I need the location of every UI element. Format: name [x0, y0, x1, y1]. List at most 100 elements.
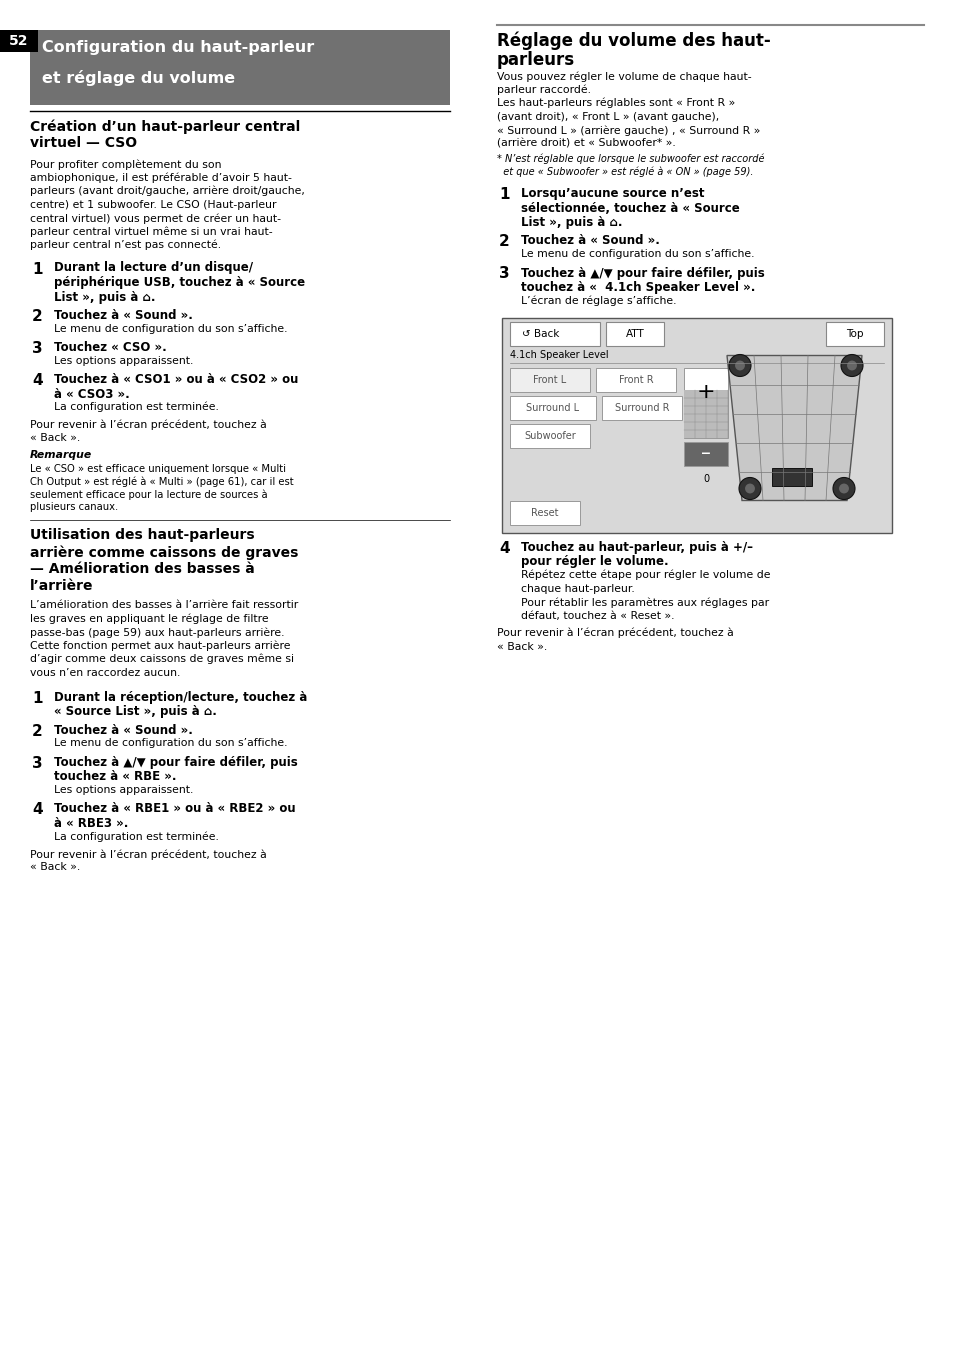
Text: 4.1ch Speaker Level: 4.1ch Speaker Level [510, 350, 608, 360]
Text: (avant droit), « Front L » (avant gauche),: (avant droit), « Front L » (avant gauche… [497, 111, 719, 122]
Text: Lorsqu’aucune source n’est: Lorsqu’aucune source n’est [520, 187, 703, 200]
Bar [501, 318, 891, 533]
Text: — Amélioration des basses à: — Amélioration des basses à [30, 562, 254, 576]
Text: 1: 1 [498, 187, 509, 201]
Text: ambiophonique, il est préférable d’avoir 5 haut-: ambiophonique, il est préférable d’avoir… [30, 173, 292, 183]
Text: parleur central virtuel même si un vrai haut-: parleur central virtuel même si un vrai … [30, 227, 273, 237]
Polygon shape [726, 356, 862, 500]
Bar [510, 368, 589, 392]
Text: +: + [696, 383, 715, 403]
Bar [510, 425, 589, 448]
Circle shape [739, 477, 760, 499]
Text: Surround R: Surround R [614, 403, 669, 412]
Circle shape [841, 354, 862, 376]
Text: à « RBE3 ».: à « RBE3 ». [54, 817, 129, 830]
Text: Ch Output » est réglé à « Multi » (page 61), car il est: Ch Output » est réglé à « Multi » (page … [30, 476, 294, 487]
Text: Remarque: Remarque [30, 450, 92, 461]
Bar [601, 396, 681, 420]
Text: L’écran de réglage s’affiche.: L’écran de réglage s’affiche. [520, 296, 676, 306]
Text: Touchez à ▲/▼ pour faire défiler, puis: Touchez à ▲/▼ pour faire défiler, puis [520, 266, 764, 280]
Text: chaque haut-parleur.: chaque haut-parleur. [520, 584, 634, 594]
Text: « Source List », puis à ⌂.: « Source List », puis à ⌂. [54, 706, 216, 718]
Circle shape [734, 361, 744, 370]
Bar [683, 389, 727, 438]
Text: Le menu de configuration du son s’affiche.: Le menu de configuration du son s’affich… [520, 249, 754, 260]
Text: 4: 4 [498, 541, 509, 556]
Text: et réglage du volume: et réglage du volume [42, 70, 234, 87]
Bar [596, 368, 676, 392]
Text: 0: 0 [702, 475, 708, 484]
Text: Cette fonction permet aux haut-parleurs arrière: Cette fonction permet aux haut-parleurs … [30, 641, 291, 652]
Text: Surround L: Surround L [526, 403, 579, 412]
Text: Pour revenir à l’écran précédent, touchez à: Pour revenir à l’écran précédent, touche… [497, 627, 733, 638]
Text: « Back ».: « Back ». [30, 433, 80, 443]
Text: seulement efficace pour la lecture de sources à: seulement efficace pour la lecture de so… [30, 489, 268, 499]
Text: Les options apparaissent.: Les options apparaissent. [54, 786, 193, 795]
Bar [0, 30, 38, 51]
Bar [605, 322, 663, 346]
Text: Reset: Reset [531, 508, 558, 518]
Text: Touchez à ▲/▼ pour faire défiler, puis: Touchez à ▲/▼ pour faire défiler, puis [54, 756, 297, 769]
Text: pour régler le volume.: pour régler le volume. [520, 556, 668, 568]
Text: –: – [700, 445, 710, 464]
Text: Durant la réception/lecture, touchez à: Durant la réception/lecture, touchez à [54, 691, 307, 704]
Text: Touchez au haut-parleur, puis à +/–: Touchez au haut-parleur, puis à +/– [520, 541, 752, 554]
Text: « Back ».: « Back ». [30, 863, 80, 872]
Bar [771, 468, 811, 485]
Text: Touchez à « Sound ».: Touchez à « Sound ». [520, 234, 659, 247]
Text: et que « Subwoofer » est réglé à « ON » (page 59).: et que « Subwoofer » est réglé à « ON » … [497, 166, 753, 177]
Bar [510, 502, 579, 525]
Text: Vous pouvez régler le volume de chaque haut-: Vous pouvez régler le volume de chaque h… [497, 72, 751, 81]
Text: périphérique USB, touchez à « Source: périphérique USB, touchez à « Source [54, 276, 305, 289]
Text: 3: 3 [498, 266, 509, 281]
Text: * N’est réglable que lorsque le subwoofer est raccordé: * N’est réglable que lorsque le subwoofe… [497, 154, 763, 165]
Circle shape [728, 354, 750, 376]
Text: « Surround L » (arrière gauche) , « Surround R »: « Surround L » (arrière gauche) , « Surr… [497, 124, 760, 135]
Text: 1: 1 [32, 691, 43, 706]
Text: 1: 1 [32, 261, 43, 277]
Text: Front L: Front L [533, 375, 566, 385]
Text: List », puis à ⌂.: List », puis à ⌂. [54, 291, 155, 303]
Text: parleurs: parleurs [497, 51, 575, 69]
Text: touchez à «  4.1ch Speaker Level ».: touchez à « 4.1ch Speaker Level ». [520, 281, 755, 293]
Text: 3: 3 [32, 756, 43, 771]
Text: Le « CSO » est efficace uniquement lorsque « Multi: Le « CSO » est efficace uniquement lorsq… [30, 464, 286, 475]
Text: arrière comme caissons de graves: arrière comme caissons de graves [30, 545, 298, 560]
Text: Les options apparaissent.: Les options apparaissent. [54, 356, 193, 365]
Text: d’agir comme deux caissons de graves même si: d’agir comme deux caissons de graves mêm… [30, 654, 294, 664]
Text: « Back ».: « Back ». [497, 641, 547, 652]
Text: passe-bas (page 59) aux haut-parleurs arrière.: passe-bas (page 59) aux haut-parleurs ar… [30, 627, 284, 638]
Text: Touchez à « RBE1 » ou à « RBE2 » ou: Touchez à « RBE1 » ou à « RBE2 » ou [54, 803, 295, 815]
Bar [510, 322, 599, 346]
Text: Front R: Front R [618, 375, 653, 385]
Text: Pour revenir à l’écran précédent, touchez à: Pour revenir à l’écran précédent, touche… [30, 419, 267, 430]
Text: 4: 4 [32, 373, 43, 388]
Text: 2: 2 [498, 234, 509, 250]
Text: La configuration est terminée.: La configuration est terminée. [54, 402, 218, 412]
Text: ATT: ATT [625, 329, 643, 339]
Text: 2: 2 [32, 310, 43, 324]
Text: ↺ Back: ↺ Back [521, 329, 558, 339]
Text: Subwoofer: Subwoofer [523, 431, 576, 441]
Text: virtuel — CSO: virtuel — CSO [30, 137, 137, 150]
Text: Touchez à « Sound ».: Touchez à « Sound ». [54, 725, 193, 737]
Bar [510, 396, 596, 420]
Text: Réglage du volume des haut-: Réglage du volume des haut- [497, 31, 770, 50]
Text: Top: Top [845, 329, 862, 339]
Text: parleurs (avant droit/gauche, arrière droit/gauche,: parleurs (avant droit/gauche, arrière dr… [30, 187, 305, 196]
Text: parleur raccordé.: parleur raccordé. [497, 84, 590, 95]
Text: 2: 2 [32, 725, 43, 740]
Text: List », puis à ⌂.: List », puis à ⌂. [520, 216, 622, 228]
Text: central virtuel) vous permet de créer un haut-: central virtuel) vous permet de créer un… [30, 214, 281, 223]
Bar [825, 322, 883, 346]
Text: 4: 4 [32, 803, 43, 818]
Text: L’amélioration des basses à l’arrière fait ressortir: L’amélioration des basses à l’arrière fa… [30, 600, 298, 610]
Text: Le menu de configuration du son s’affiche.: Le menu de configuration du son s’affich… [54, 738, 287, 749]
Circle shape [832, 477, 854, 499]
Text: Touchez à « Sound ».: Touchez à « Sound ». [54, 310, 193, 322]
Text: touchez à « RBE ».: touchez à « RBE ». [54, 771, 176, 784]
Text: l’arrière: l’arrière [30, 579, 93, 594]
Text: Le menu de configuration du son s’affiche.: Le menu de configuration du son s’affich… [54, 323, 287, 334]
Circle shape [744, 484, 754, 493]
Text: plusieurs canaux.: plusieurs canaux. [30, 502, 118, 511]
